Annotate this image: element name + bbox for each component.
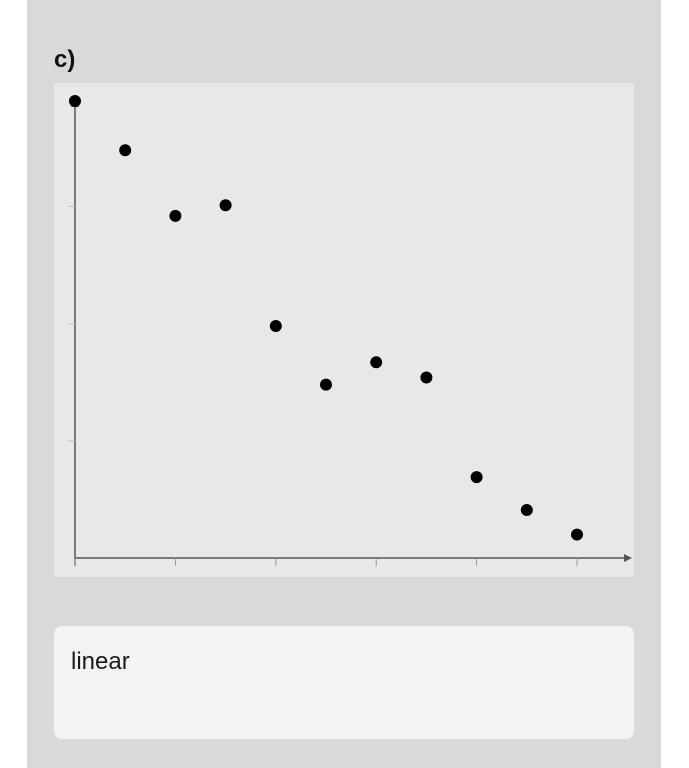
data-point bbox=[119, 144, 132, 157]
data-point bbox=[420, 371, 433, 384]
data-point bbox=[69, 95, 81, 107]
scatter-plot-svg bbox=[69, 95, 632, 566]
data-point bbox=[169, 209, 182, 222]
x-axis-arrow bbox=[624, 554, 632, 562]
answer-text: linear bbox=[71, 648, 130, 675]
data-point bbox=[269, 319, 282, 332]
answer-box[interactable]: linear bbox=[54, 626, 634, 739]
question-label: c) bbox=[54, 46, 76, 73]
data-point bbox=[571, 528, 583, 541]
chart-points bbox=[69, 95, 583, 541]
chart-axes bbox=[69, 98, 632, 566]
data-point bbox=[370, 356, 383, 369]
data-point bbox=[520, 503, 533, 516]
data-point bbox=[219, 199, 232, 212]
scatter-chart bbox=[54, 83, 634, 577]
data-point bbox=[470, 471, 483, 484]
data-point bbox=[320, 378, 332, 391]
